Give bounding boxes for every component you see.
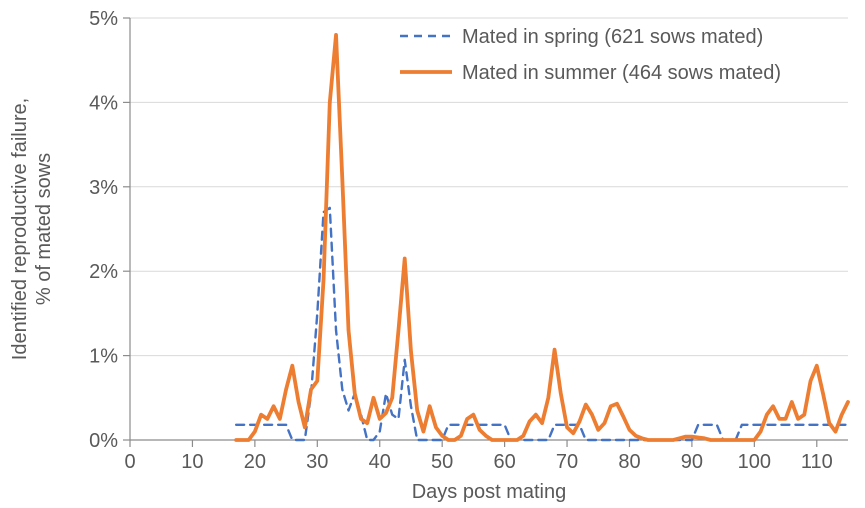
x-tick-label: 100 (738, 451, 771, 473)
x-tick-label: 40 (369, 451, 391, 473)
y-tick-label: 2% (89, 261, 118, 283)
x-tick-label: 60 (493, 451, 515, 473)
y-tick-label: 1% (89, 346, 118, 368)
legend-label-summer: Mated in summer (464 sows mated) (462, 62, 781, 84)
x-tick-label: 10 (181, 451, 203, 473)
x-tick-label: 50 (431, 451, 453, 473)
x-tick-label: 90 (681, 451, 703, 473)
legend-label-spring: Mated in spring (621 sows mated) (462, 26, 763, 48)
x-tick-label: 110 (801, 451, 833, 473)
y-tick-label: 5% (89, 8, 118, 30)
x-axis-label: Days post mating (412, 481, 567, 503)
line-chart: 0 10 20 30 40 50 60 70 80 90 100 110 0% 1% 2% 3% 4% 5% Day… (0, 0, 865, 508)
y-axis-label-line: % of mated sows (33, 153, 55, 305)
y-tick-label: 0% (89, 430, 118, 452)
x-tick-label: 30 (306, 451, 328, 473)
y-tick-label: 4% (89, 92, 118, 114)
x-tick-label: 20 (244, 451, 266, 473)
chart-container: 0 10 20 30 40 50 60 70 80 90 100 110 0% 1% 2% 3% 4% 5% Day… (0, 0, 865, 508)
x-tick-label: 70 (556, 451, 578, 473)
x-tick-label: 0 (124, 451, 135, 473)
x-tick-label: 80 (618, 451, 640, 473)
y-tick-label: 3% (89, 177, 118, 199)
y-axis-label-line: Identified reproductive failure, (9, 98, 31, 360)
